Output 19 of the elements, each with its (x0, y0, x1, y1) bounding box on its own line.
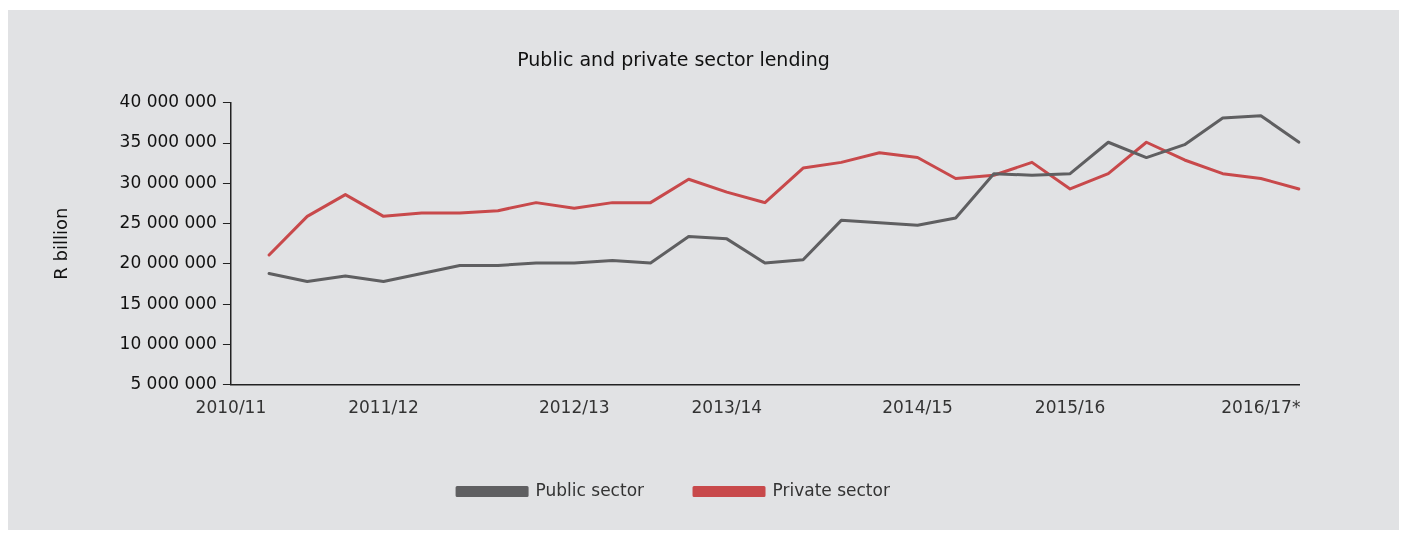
y-axis-title: R billion (50, 207, 72, 280)
y-tick-label: 15 000 000 (119, 292, 217, 313)
y-tick-label: 40 000 000 (119, 91, 217, 112)
y-tick-label: 10 000 000 (119, 332, 217, 353)
x-tick-label: 2015/16 (1034, 397, 1106, 418)
x-tick-label: 2013/14 (691, 397, 763, 418)
y-tick-label: 5 000 000 (130, 373, 217, 394)
legend-label: Private sector (772, 479, 890, 500)
x-tick-label: 2010/11 (195, 397, 267, 418)
x-tick-label: 2014/15 (882, 397, 953, 418)
x-tick-label: 2012/13 (538, 397, 610, 418)
chart-title: Public and private sector lending (517, 48, 830, 71)
y-tick-label: 30 000 000 (119, 171, 217, 192)
y-tick-label: 20 000 000 (119, 252, 217, 273)
x-tick-label: 2016/17* (1221, 397, 1301, 418)
y-tick-label: 35 000 000 (119, 131, 217, 152)
legend-label: Public sector (535, 479, 645, 500)
x-tick-label: 2011/12 (348, 397, 419, 418)
y-tick-label: 25 000 000 (119, 211, 217, 232)
